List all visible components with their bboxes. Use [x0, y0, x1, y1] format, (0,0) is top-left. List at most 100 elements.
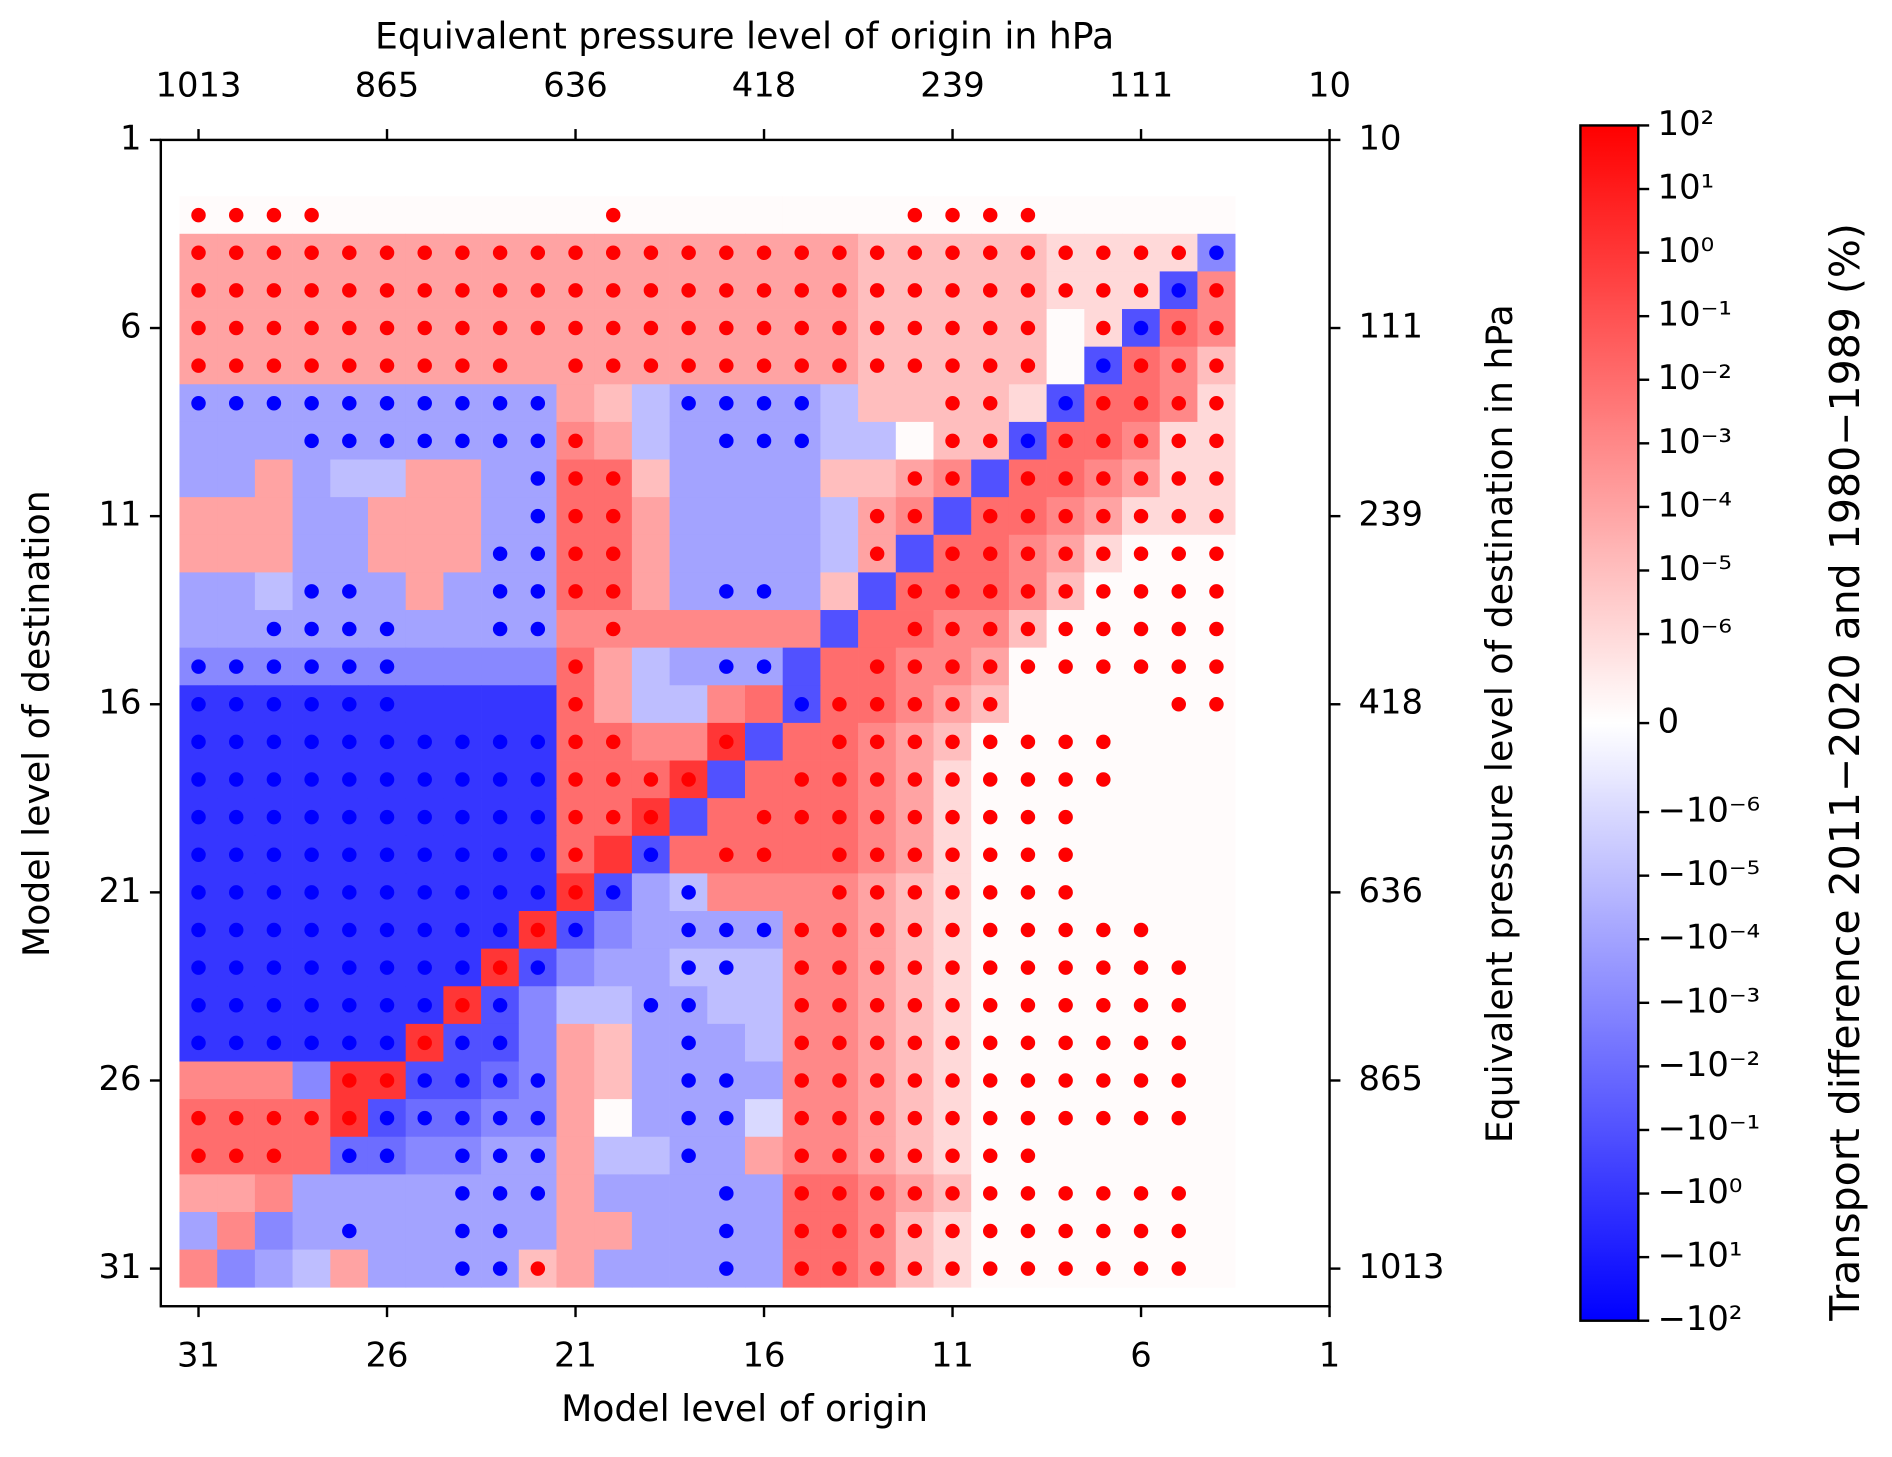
significance-dot	[1058, 1073, 1073, 1088]
significance-dot	[455, 734, 470, 750]
heatmap-cell	[594, 1211, 633, 1250]
heatmap-cell	[1159, 873, 1198, 912]
significance-dot	[228, 207, 244, 223]
y-axis-label: Model level of destination	[15, 490, 58, 957]
significance-dot	[719, 922, 734, 938]
significance-dot	[907, 358, 923, 373]
heatmap-cell	[330, 1174, 369, 1213]
significance-dot	[492, 734, 508, 750]
significance-dot	[605, 207, 621, 223]
heatmap-cell	[217, 1061, 256, 1100]
significance-dot	[191, 1148, 206, 1163]
significance-dot	[379, 358, 395, 373]
heatmap-cell	[858, 610, 897, 649]
colorbar-tick-label: 10⁻³	[1658, 422, 1732, 461]
colorbar-tick-label: 0	[1658, 702, 1679, 741]
heatmap-cell	[443, 497, 482, 536]
significance-dot	[492, 358, 508, 373]
heatmap-cell	[594, 1249, 633, 1288]
heatmap-cell	[405, 1174, 444, 1213]
heatmap-cell	[1197, 1136, 1236, 1175]
heatmap-cell	[594, 835, 633, 874]
significance-dot	[530, 621, 546, 637]
significance-dot	[304, 320, 319, 336]
heatmap-cell	[707, 1023, 746, 1062]
heatmap-cell	[179, 572, 218, 611]
significance-dot	[266, 659, 282, 674]
heatmap-cell	[594, 647, 633, 686]
significance-dot	[191, 960, 206, 975]
significance-dot	[756, 245, 772, 261]
significance-dot	[832, 885, 847, 900]
significance-dot	[266, 396, 282, 411]
y2-tick-label: 865	[1358, 1059, 1422, 1098]
heatmap-cell	[481, 196, 520, 235]
significance-dot	[568, 772, 583, 787]
significance-dot	[417, 922, 432, 938]
x-tick-label: 21	[554, 1335, 597, 1374]
significance-dot	[1020, 772, 1036, 787]
heatmap-cell	[1159, 911, 1198, 949]
heatmap-cell	[707, 798, 746, 837]
heatmap-cell	[631, 572, 670, 611]
significance-dot	[417, 809, 432, 825]
x-tick-label: 31	[177, 1335, 220, 1374]
significance-dot	[1020, 1035, 1036, 1051]
heatmap-cell	[292, 459, 331, 498]
significance-dot	[342, 1073, 357, 1088]
heatmap-cell	[292, 1061, 331, 1100]
heatmap-cell	[858, 459, 897, 498]
heatmap-cell	[1197, 1249, 1236, 1288]
significance-dot	[342, 1035, 357, 1051]
significance-dot	[1058, 1223, 1073, 1239]
significance-dot	[417, 1035, 432, 1051]
heatmap-cell	[556, 384, 595, 423]
significance-dot	[1096, 734, 1111, 750]
significance-dot	[643, 809, 659, 825]
significance-dot	[191, 207, 206, 223]
heatmap-cell	[744, 610, 784, 649]
significance-dot	[342, 809, 357, 825]
heatmap-cell	[330, 196, 369, 235]
heatmap-cell	[405, 1136, 444, 1175]
significance-dot	[907, 922, 923, 938]
significance-dot	[228, 396, 244, 411]
heatmap-cell	[1197, 1061, 1236, 1100]
significance-dot	[1096, 960, 1111, 975]
significance-dot	[605, 885, 621, 900]
significance-dot	[1171, 621, 1186, 637]
heatmap-cell	[367, 534, 407, 573]
significance-dot	[945, 471, 960, 486]
significance-dot	[492, 998, 508, 1013]
significance-dot	[1171, 1261, 1186, 1276]
heatmap-cell	[518, 1211, 557, 1250]
significance-dot	[342, 998, 357, 1013]
heatmap-cell	[631, 1099, 670, 1138]
significance-dot	[1020, 1186, 1036, 1201]
significance-dot	[228, 772, 244, 787]
heatmap-cell	[858, 572, 897, 611]
significance-dot	[379, 772, 395, 787]
significance-dot	[907, 998, 923, 1013]
significance-dot	[530, 508, 546, 524]
significance-dot	[1133, 922, 1149, 938]
y2-tick-label: 10	[1358, 118, 1401, 157]
significance-dot	[1171, 1035, 1186, 1051]
significance-dot	[869, 922, 885, 938]
significance-dot	[342, 885, 357, 900]
significance-dot	[568, 245, 583, 261]
significance-dot	[907, 809, 923, 825]
significance-dot	[1020, 471, 1036, 486]
significance-dot	[492, 1223, 508, 1239]
significance-dot	[228, 1148, 244, 1163]
heatmap-cell	[669, 798, 708, 837]
significance-dot	[228, 1110, 244, 1126]
heatmap-cell	[895, 534, 934, 573]
heatmap-cell	[292, 497, 331, 536]
significance-dot	[1171, 358, 1186, 373]
significance-dot	[832, 998, 847, 1013]
heatmap-cell	[367, 1211, 407, 1250]
heatmap-cell	[1084, 835, 1123, 874]
y2-tick-label: 636	[1358, 871, 1422, 910]
significance-dot	[719, 659, 734, 674]
